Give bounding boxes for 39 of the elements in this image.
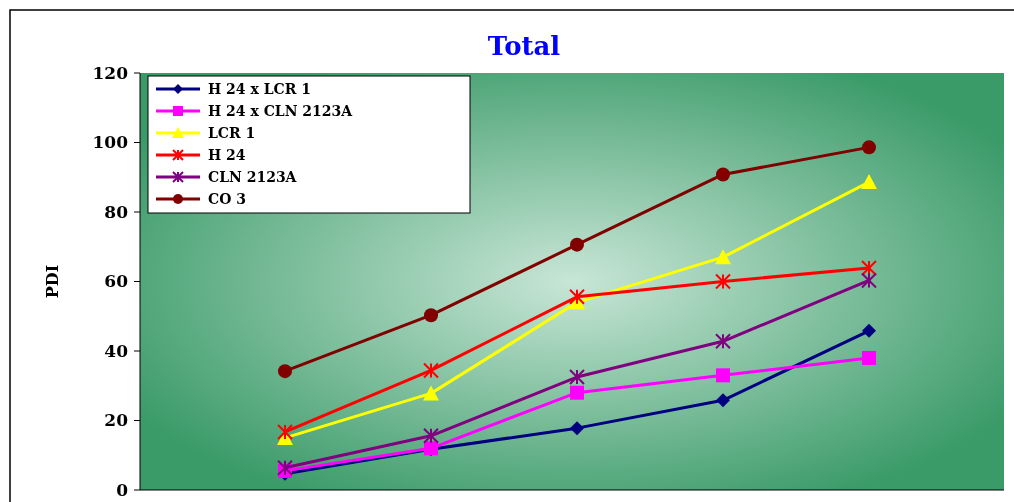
y-tick-label: 40 bbox=[104, 340, 129, 361]
point bbox=[861, 174, 877, 190]
point bbox=[570, 237, 584, 252]
y-tick-label: 120 bbox=[92, 62, 129, 83]
point bbox=[423, 385, 439, 401]
point bbox=[278, 364, 292, 379]
y-tick-label: 100 bbox=[92, 132, 129, 153]
point bbox=[277, 423, 293, 440]
legend-label: CO 3 bbox=[208, 190, 246, 207]
y-axis-title: PDI bbox=[43, 264, 62, 299]
point bbox=[570, 421, 584, 436]
point bbox=[862, 323, 876, 338]
point bbox=[569, 288, 585, 305]
point bbox=[861, 259, 877, 276]
point bbox=[570, 385, 584, 400]
point bbox=[716, 167, 730, 182]
y-tick-label: 60 bbox=[104, 271, 129, 292]
point bbox=[715, 273, 731, 290]
point bbox=[715, 249, 731, 265]
point bbox=[424, 308, 438, 323]
point bbox=[423, 362, 439, 379]
point bbox=[862, 140, 876, 155]
legend-label: H 24 x CLN 2123A bbox=[208, 102, 354, 119]
y-tick-label: 20 bbox=[104, 410, 129, 431]
point bbox=[569, 369, 585, 386]
legend-label: H 24 bbox=[208, 146, 246, 163]
point bbox=[716, 393, 730, 408]
point bbox=[862, 350, 876, 365]
point bbox=[277, 459, 293, 476]
point bbox=[716, 368, 730, 383]
legend-label: H 24 x LCR 1 bbox=[208, 80, 311, 97]
point bbox=[861, 272, 877, 289]
point bbox=[715, 333, 731, 350]
chart-title: Total bbox=[487, 31, 561, 61]
y-tick-label: 0 bbox=[116, 479, 129, 500]
legend-label: CLN 2123A bbox=[208, 168, 298, 185]
legend-label: LCR 1 bbox=[208, 124, 256, 141]
y-tick-label: 80 bbox=[104, 201, 129, 222]
point bbox=[423, 427, 439, 444]
